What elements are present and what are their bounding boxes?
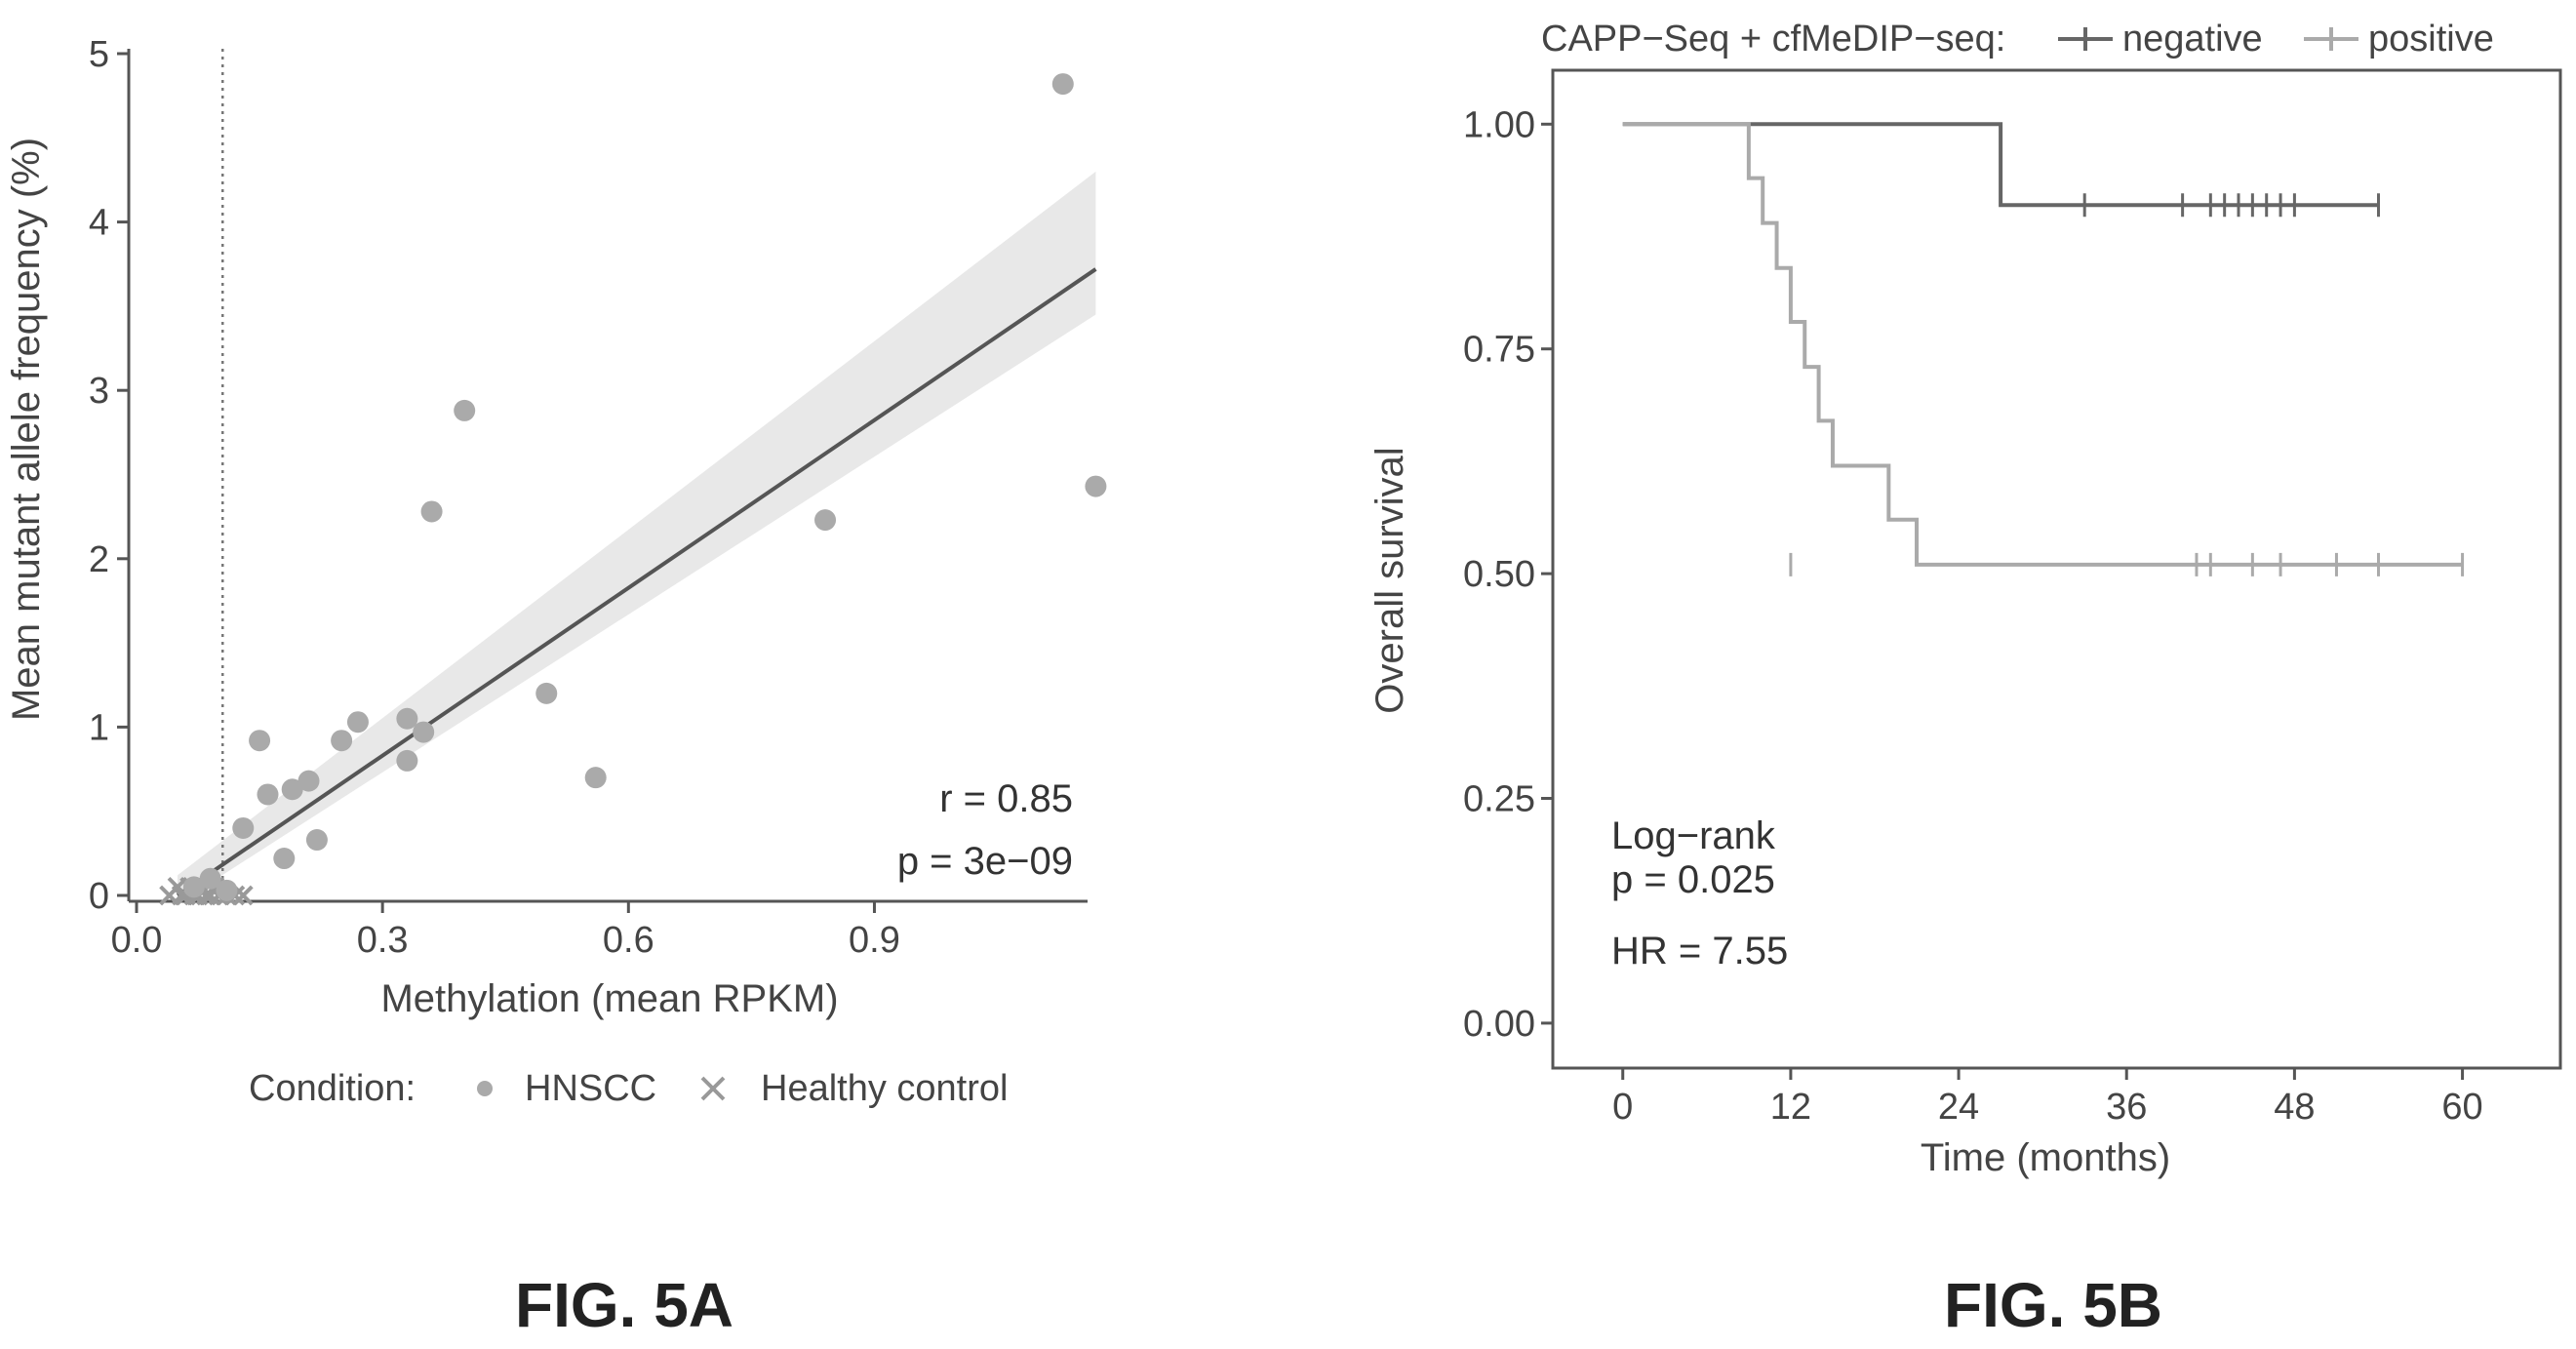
fig5b-x-tick-label: 0 [1612, 1087, 1633, 1128]
fig5b-y-tick-label: 0.00 [1463, 1004, 1535, 1045]
fig5a-y-tick-label: 5 [89, 34, 109, 75]
fig5a-hnscc-point [535, 682, 558, 704]
fig5a-hnscc-point [331, 730, 353, 752]
fig5a-hnscc-point [182, 876, 205, 898]
fig5b-ylabel: Overall survival [1368, 447, 1411, 713]
fig5b-p-annotation: p = 0.025 [1611, 858, 1775, 901]
fig5a-hnscc-point [305, 829, 328, 852]
fig5a-hnscc-point [232, 816, 255, 839]
fig5a-hnscc-point [249, 730, 271, 752]
fig5a-hnscc-point [1051, 73, 1074, 96]
fig5a-hnscc-point [281, 778, 303, 801]
fig5a-y-tick-label: 3 [89, 371, 109, 412]
fig5b-y-tick-label: 1.00 [1463, 104, 1535, 145]
fig5a-ylabel: Mean mutant allele frequency (%) [5, 138, 48, 721]
fig5a-hnscc-point [396, 707, 418, 730]
fig5a-p-annotation: p = 3e−09 [897, 840, 1073, 883]
fig5a-regression-line [176, 267, 1097, 897]
fig5b-legend-title: CAPP−Seq + cfMeDIP−seq: [1541, 19, 2005, 60]
fig5a-hnscc-point [413, 721, 435, 743]
fig5b-plot: 0.00 0.25 0.50 0.75 1.00 0 12 24 36 48 60 [1463, 68, 2562, 1128]
fig5a-r-annotation: r = 0.85 [939, 777, 1073, 820]
fig5a-y-tick-label: 0 [89, 876, 109, 917]
fig5a-xlabel: Methylation (mean RPKM) [380, 977, 838, 1020]
fig5a-hnscc-point [297, 770, 320, 792]
fig5a-legend-hnscc-swatch [477, 1081, 493, 1096]
fig5b-x-tick-label: 24 [1938, 1087, 1979, 1128]
fig5b-hr-annotation: HR = 7.55 [1611, 930, 1788, 972]
fig5a-y-tick-label: 4 [89, 203, 109, 244]
fig5a-x-tick-label: 0.3 [357, 920, 409, 961]
fig5b-positive-survival-curve [1622, 122, 2463, 567]
fig5a-hnscc-point [420, 500, 443, 523]
fig5b-legend-negative-swatch [2058, 27, 2113, 51]
fig5a-hnscc-point [1085, 475, 1107, 497]
fig5b-xlabel: Time (months) [1921, 1136, 2170, 1179]
fig5a-y-tick-label: 1 [89, 707, 109, 748]
fig5b-caption: FIG. 5B [1944, 1270, 2162, 1340]
fig5a-x-tick-label: 0.6 [603, 920, 654, 961]
fig5b-y-tick-label: 0.25 [1463, 779, 1535, 820]
fig5b-legend-positive-swatch [2304, 27, 2358, 51]
fig5a-legend-hnscc-label: HNSCC [525, 1068, 656, 1109]
fig5a-x-tick-label: 0.0 [111, 920, 163, 961]
fig5a-hnscc-point [199, 867, 221, 890]
fig5b-x-tick-label: 60 [2441, 1087, 2482, 1128]
fig5a-hnscc-point [216, 879, 238, 901]
fig5b-y-tick-label: 0.75 [1463, 330, 1535, 371]
fig5b-logrank-label: Log−rank [1611, 814, 1776, 857]
fig5a-hnscc-point [454, 399, 476, 421]
fig5a-hnscc-point [273, 848, 296, 870]
fig5b-legend-negative-label: negative [2122, 19, 2263, 60]
fig5b-legend-positive-label: positive [2368, 19, 2494, 60]
fig5a-caption: FIG. 5A [515, 1270, 733, 1340]
fig5a-x-tick-label: 0.9 [849, 920, 900, 961]
fig5a-hnscc-point [584, 767, 607, 789]
fig5a-legend-control-label: Healthy control [761, 1068, 1008, 1109]
fig5a-plot: 0 1 2 3 4 5 0.0 0.3 0.6 0.9 [89, 34, 1107, 961]
fig5a-legend-control-swatch [700, 1076, 726, 1101]
fig5a-hnscc-point [346, 711, 369, 734]
fig5a-hnscc-point [257, 783, 279, 806]
fig5a-hnscc-point [814, 509, 837, 532]
fig5b-x-tick-label: 12 [1770, 1087, 1811, 1128]
fig5a-hnscc-point [396, 749, 418, 772]
fig5b-negative-survival-curve [1622, 122, 2379, 208]
fig5b-x-tick-label: 36 [2106, 1087, 2147, 1128]
fig5b-plot-frame [1551, 68, 2562, 1070]
fig5b-x-tick-label: 48 [2274, 1087, 2315, 1128]
fig5a-legend-title: Condition: [249, 1068, 416, 1109]
fig5a-y-tick-label: 2 [89, 539, 109, 580]
fig5b-y-tick-label: 0.50 [1463, 554, 1535, 595]
